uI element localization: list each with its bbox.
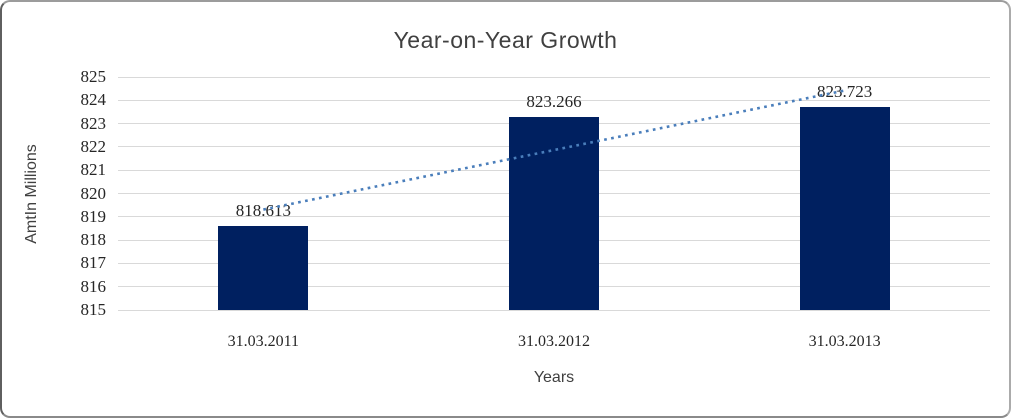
y-axis-tick-label: 820	[80, 183, 107, 203]
gridline	[118, 99, 990, 101]
trendline	[263, 89, 845, 211]
y-axis-tick-label: 823	[80, 113, 107, 133]
x-axis-category-labels: 31.03.2011 31.03.2012 31.03.2013	[118, 333, 990, 353]
gridline	[118, 76, 990, 78]
x-axis-tick-label: 31.03.2011	[227, 333, 300, 350]
y-axis-tick-label: 818	[80, 230, 107, 250]
y-axis-tick-labels: 815 816 817 818 819 820 821 822 823 824 825	[2, 68, 107, 319]
gridline	[118, 309, 990, 311]
x-axis-tick-label: 31.03.2013	[808, 333, 881, 350]
data-label: 823.266	[526, 92, 582, 112]
y-axis-tick-label: 819	[80, 206, 107, 226]
data-label: 823.723	[817, 81, 873, 101]
y-axis-tick-label: 815	[80, 300, 107, 319]
bar-31.03.2012	[509, 117, 599, 310]
bar-31.03.2011	[218, 225, 309, 310]
bar-31.03.2013	[799, 106, 890, 310]
x-axis-tick-label: 31.03.2012	[518, 333, 590, 350]
plot-area: 818.613 823.266 823.723	[118, 76, 990, 311]
y-axis-tick-label: 824	[80, 90, 107, 110]
y-axis-tick-label: 817	[80, 253, 107, 273]
x-axis-title: Years	[533, 369, 575, 386]
y-axis-tick-label: 822	[80, 136, 107, 156]
chart-title: Year-on-Year Growth	[393, 27, 618, 53]
y-axis-tick-label: 825	[80, 67, 107, 86]
y-axis-tick-label: 816	[80, 276, 107, 296]
y-axis-tick-label: 821	[80, 160, 107, 180]
